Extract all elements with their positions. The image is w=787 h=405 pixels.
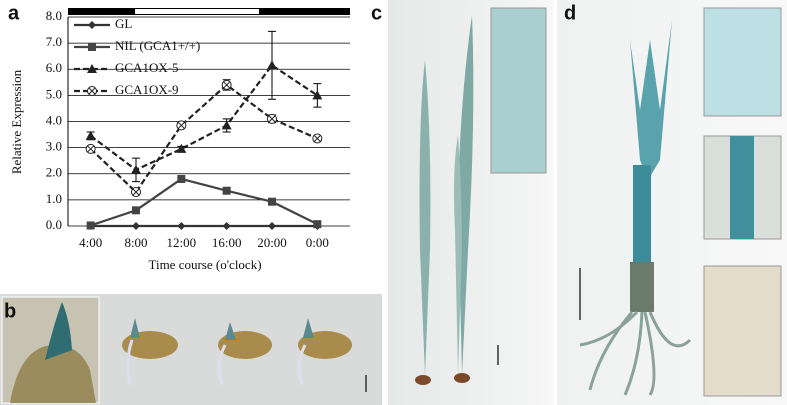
seed [10, 345, 96, 403]
legend-entry: GCA1OX-9 [115, 82, 179, 97]
y-tick-label: 3.0 [46, 139, 62, 154]
marker [177, 222, 186, 230]
x-tick-label: 0:00 [306, 235, 329, 250]
seedlings [122, 318, 367, 392]
x-tick-label: 8:00 [124, 235, 147, 250]
panel-label: b [4, 300, 16, 322]
photo-c-inset [490, 7, 547, 174]
legend-entry: GL [115, 16, 132, 31]
y-tick-label: 1.0 [46, 191, 62, 206]
marker [313, 220, 322, 229]
marker [268, 197, 276, 206]
marker [131, 164, 141, 174]
marker [87, 64, 97, 73]
x-tick-label: 16:00 [212, 235, 242, 250]
marker [222, 186, 231, 195]
photo-d-inset-3 [703, 265, 782, 397]
y-tick-label: 7.0 [46, 34, 62, 49]
series-line [90, 63, 318, 172]
light-period [135, 9, 259, 14]
marker [88, 43, 96, 51]
y-axis-label: Relative Expression [9, 69, 24, 174]
marker [132, 206, 140, 215]
marker [88, 21, 96, 29]
marker [312, 90, 323, 100]
marker [131, 187, 141, 198]
x-tick-label: 20:00 [257, 235, 287, 250]
marker [268, 222, 276, 230]
y-tick-label: 0.0 [46, 217, 62, 232]
panel-label: c [371, 2, 382, 24]
photo-d-inset-1 [703, 7, 782, 117]
marker [85, 130, 96, 140]
stem [730, 136, 754, 239]
series-line [90, 177, 318, 227]
marker [221, 79, 232, 90]
legend-entry: NIL (GCA1+/+) [115, 38, 200, 53]
y-tick-label: 4.0 [46, 112, 62, 127]
y-tick-label: 6.0 [46, 60, 62, 75]
series-line [89, 83, 318, 194]
y-tick-label: 5.0 [46, 86, 62, 101]
x-axis-label: Time course (o'clock) [148, 257, 261, 272]
marker [267, 113, 277, 124]
marker [312, 133, 323, 144]
marker [87, 86, 97, 96]
marker [176, 143, 187, 153]
legend-entry: GCA1OX-5 [115, 60, 179, 75]
marker [132, 222, 140, 230]
marker [222, 222, 231, 230]
leaves [415, 15, 499, 385]
marker [86, 221, 95, 230]
x-tick-label: 12:00 [167, 235, 197, 250]
marker [221, 120, 232, 130]
marker [267, 60, 277, 70]
marker [176, 120, 187, 131]
y-tick-label: 2.0 [46, 165, 62, 180]
panel-label: a [8, 2, 20, 24]
marker [177, 174, 186, 183]
y-tick-label: 8.0 [46, 8, 62, 23]
x-tick-label: 4:00 [79, 235, 102, 250]
marker [85, 143, 96, 154]
shoot [45, 302, 72, 360]
plant [579, 20, 692, 396]
panel-label: d [564, 2, 576, 24]
